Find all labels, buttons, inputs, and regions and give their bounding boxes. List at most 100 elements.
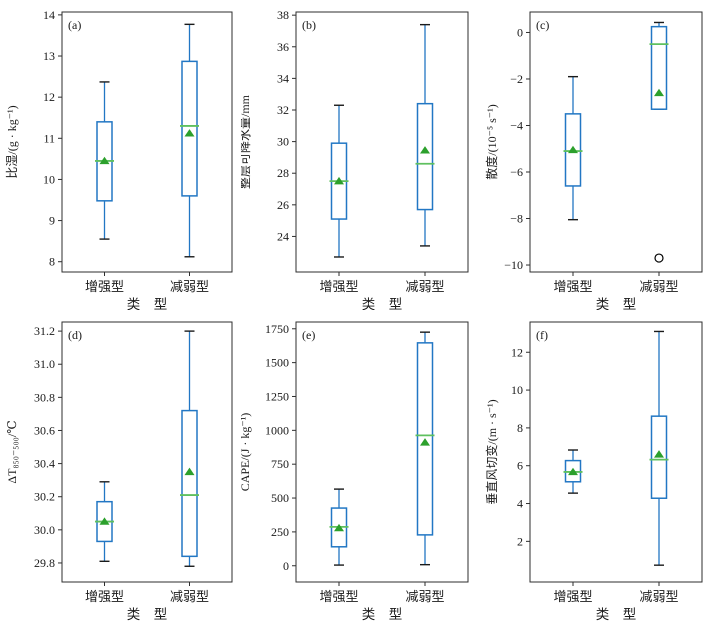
y-tick-label: 2 (517, 534, 523, 548)
box-weakened (415, 23, 435, 247)
y-tick-label: 1500 (265, 356, 289, 370)
y-tick-label: 30.4 (34, 457, 55, 471)
y-tick-label: 0 (283, 559, 289, 573)
panel-d: 29.8 30.0 30.2 30.4 30.6 30.8 31.0 31.2 ΔT₈₅₀₋₅₀… (5, 321, 233, 621)
y-tick-label: 38 (277, 8, 289, 22)
panel-letter: (d) (68, 328, 82, 342)
y-tick-label: 9 (49, 214, 55, 228)
mean-marker (654, 88, 664, 97)
y-tick-label: 29.8 (34, 556, 55, 570)
y-tick-label: 8 (49, 255, 55, 269)
mean-marker (334, 523, 344, 532)
x-axis-label: 类 型 (596, 297, 637, 310)
y-tick-label: 24 (277, 229, 289, 243)
y-tick-label: 12 (511, 345, 523, 359)
panel-letter: (c) (536, 18, 549, 32)
mean-marker (184, 129, 195, 137)
y-tick-label: 4 (517, 497, 523, 511)
panel-letter: (a) (68, 18, 81, 32)
y-tick-label: 6 (517, 459, 523, 473)
panel-e: 0 250 500 750 1000 1250 1500 1750 CAPE/(J · kg⁻¹… (241, 321, 469, 621)
axes-frame (61, 321, 233, 583)
y-tick-label: 31.0 (34, 357, 55, 371)
y-axis-label: 垂直风切变/(m · s⁻¹) (484, 399, 499, 504)
y-axis-label: CAPE/(J · kg⁻¹) (241, 413, 252, 492)
y-tick-label: 26 (277, 198, 289, 212)
y-tick-label: −6 (510, 165, 523, 179)
y-tick-label: 750 (271, 457, 289, 471)
x-tick-label: 减弱型 (405, 279, 444, 294)
y-tick-label: −8 (510, 212, 523, 226)
y-axis-label: 整层可降水量/mm (241, 94, 252, 189)
x-axis-label: 类 型 (127, 607, 168, 621)
x-tick-label: 减弱型 (639, 279, 678, 294)
box-weakened (180, 23, 199, 258)
panel-letter: (b) (302, 18, 316, 32)
y-tick-label: 28 (277, 166, 289, 180)
axes-frame (529, 11, 703, 273)
x-tick-label: 增强型 (85, 589, 124, 604)
iqr-box (181, 409, 198, 558)
y-axis-label: 比湿/(g · kg⁻¹) (4, 105, 19, 178)
y-axis-label: 散度/(10⁻⁵ s⁻¹) (484, 104, 499, 179)
box-weakened (649, 21, 669, 263)
y-tick-label: 14 (43, 8, 55, 22)
box-enhanced (329, 104, 349, 258)
mean-marker (99, 156, 110, 165)
y-tick-label: 30.8 (34, 390, 55, 404)
box-weakened (415, 331, 435, 566)
y-tick-label: 30.0 (34, 523, 55, 537)
mean-marker (184, 467, 195, 476)
y-tick-label: 34 (277, 71, 289, 85)
panel-letter: (f) (536, 328, 548, 342)
y-tick-label: 1000 (265, 423, 289, 437)
y-tick-label: 1250 (265, 389, 289, 403)
y-tick-label: −4 (510, 118, 523, 132)
iqr-box (650, 25, 668, 110)
x-axis-label: 类 型 (362, 297, 403, 310)
y-tick-label: 8 (517, 421, 523, 435)
box-enhanced (563, 75, 583, 221)
y-tick-label: 36 (277, 40, 289, 54)
mean-marker (99, 517, 110, 525)
axes-frame (295, 11, 469, 273)
mean-marker (334, 176, 344, 185)
y-tick-label: 13 (43, 49, 55, 63)
x-axis-label: 类 型 (362, 607, 403, 621)
box-weakened (649, 330, 669, 566)
y-axis-label: ΔT₈₅₀₋₅₀₀/℃ (5, 420, 19, 483)
x-tick-label: 减弱型 (405, 589, 444, 604)
x-tick-label: 增强型 (319, 279, 358, 294)
x-tick-label: 增强型 (85, 279, 124, 294)
x-axis-label: 类 型 (596, 607, 637, 621)
y-tick-label: 10 (43, 172, 55, 186)
mean-marker (420, 438, 430, 446)
iqr-box (416, 102, 434, 211)
axes-frame (61, 11, 233, 273)
y-tick-label: 10 (511, 383, 523, 397)
box-weakened (180, 330, 199, 567)
y-tick-label: 32 (277, 103, 289, 117)
outlier-point (654, 253, 664, 263)
x-tick-label: 减弱型 (170, 589, 209, 604)
y-tick-label: 0 (517, 25, 523, 39)
y-tick-label: 1750 (265, 322, 289, 336)
y-tick-label: −2 (510, 72, 523, 86)
box-enhanced (95, 481, 114, 562)
box-enhanced (329, 488, 349, 566)
y-tick-label: 500 (271, 491, 289, 505)
y-tick-label: 250 (271, 525, 289, 539)
y-tick-label: −10 (504, 258, 523, 272)
y-tick-label: 30 (277, 135, 289, 149)
box-enhanced (563, 449, 583, 494)
x-axis-label: 类 型 (127, 297, 168, 310)
y-tick-label: 30.2 (34, 490, 55, 504)
x-tick-label: 增强型 (553, 279, 592, 294)
y-tick-label: 30.6 (34, 423, 55, 437)
y-tick-label: 11 (43, 131, 55, 145)
